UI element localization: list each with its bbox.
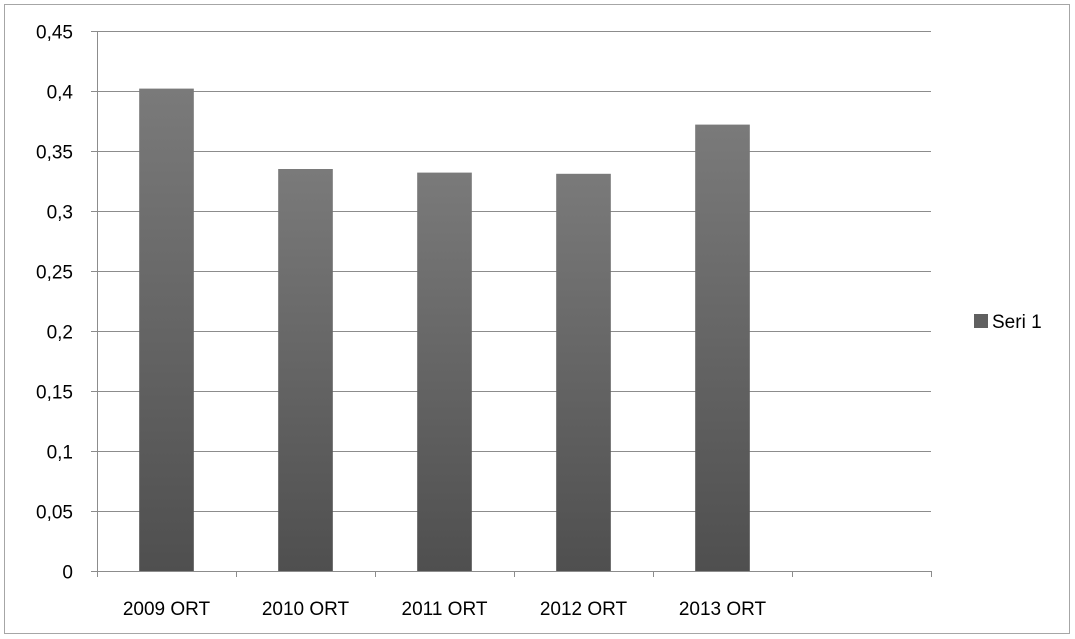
legend-swatch-seri-1 [974, 314, 988, 328]
y-tick-label: 0,05 [36, 503, 73, 524]
x-tick-label: 2009 ORT [123, 599, 211, 620]
y-tick-label: 0,1 [47, 443, 73, 464]
bar [556, 173, 611, 572]
y-tick-label: 0,15 [36, 383, 73, 404]
bar [278, 169, 333, 571]
bar [417, 172, 472, 571]
y-tick-label: 0,3 [47, 203, 73, 224]
bar [695, 124, 750, 571]
legend: Seri 1 [974, 312, 1042, 333]
y-tick-label: 0,4 [47, 83, 74, 104]
x-tick-label: 2013 ORT [679, 599, 767, 620]
y-tick-label: 0,2 [47, 323, 73, 344]
y-tick-label: 0,45 [36, 23, 73, 44]
x-tick-labels: 2009 ORT 2010 ORT 2011 ORT 2012 ORT 2013 ORT [123, 599, 767, 620]
gridlines [97, 31, 931, 512]
x-tick-label: 2010 ORT [262, 599, 350, 620]
x-tick-label: 2012 ORT [540, 599, 628, 620]
axes [91, 31, 932, 577]
x-tick-label: 2011 ORT [402, 599, 488, 620]
y-tick-label: 0 [62, 563, 73, 584]
y-tick-labels: 0 0,05 0,1 0,15 0,2 0,25 0,3 0,35 0,4 0,45 [36, 23, 73, 584]
y-tick-label: 0,25 [36, 263, 73, 284]
bars-group [139, 88, 750, 572]
y-tick-label: 0,35 [36, 143, 73, 164]
legend-label-seri-1: Seri 1 [992, 312, 1042, 333]
bar [139, 88, 194, 571]
